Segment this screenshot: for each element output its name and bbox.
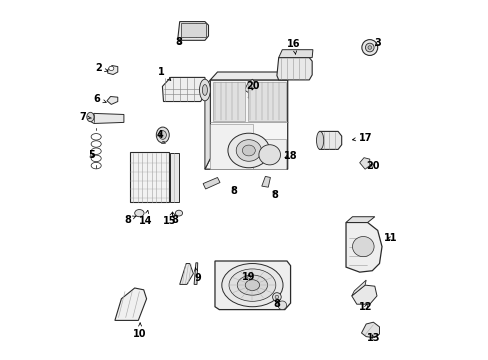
Text: 8: 8 [124, 215, 136, 225]
Ellipse shape [202, 85, 207, 95]
Ellipse shape [352, 237, 373, 257]
Text: 19: 19 [242, 272, 255, 282]
Text: 11: 11 [383, 233, 396, 243]
Bar [130, 152, 168, 202]
Ellipse shape [275, 295, 278, 299]
Ellipse shape [199, 79, 210, 101]
Polygon shape [361, 322, 379, 338]
Text: 8: 8 [273, 299, 280, 309]
Ellipse shape [367, 46, 371, 49]
Text: 17: 17 [352, 132, 372, 143]
Bar [212, 82, 244, 121]
Text: 8: 8 [230, 186, 237, 196]
Ellipse shape [108, 66, 114, 71]
Polygon shape [178, 22, 208, 40]
Polygon shape [179, 264, 193, 284]
Polygon shape [194, 263, 197, 284]
Polygon shape [204, 80, 287, 169]
Polygon shape [89, 113, 123, 123]
Text: 7: 7 [79, 112, 91, 122]
Polygon shape [169, 153, 179, 202]
Text: 14: 14 [139, 210, 152, 226]
Text: 3: 3 [373, 38, 380, 48]
Polygon shape [278, 50, 312, 58]
Ellipse shape [244, 280, 259, 291]
Ellipse shape [316, 131, 323, 149]
Text: 20: 20 [246, 81, 260, 91]
Ellipse shape [159, 131, 166, 139]
Ellipse shape [87, 112, 94, 122]
Ellipse shape [236, 140, 261, 161]
Text: 18: 18 [283, 150, 297, 161]
Ellipse shape [277, 301, 286, 310]
Polygon shape [115, 288, 146, 320]
Polygon shape [162, 77, 206, 102]
Polygon shape [346, 222, 381, 272]
Polygon shape [351, 285, 376, 304]
Text: 8: 8 [175, 37, 182, 48]
Polygon shape [261, 176, 270, 187]
Polygon shape [276, 58, 311, 80]
Polygon shape [244, 79, 256, 94]
Ellipse shape [272, 293, 281, 301]
Text: 5: 5 [88, 150, 95, 160]
Polygon shape [107, 96, 118, 104]
Text: 8: 8 [271, 190, 278, 200]
Polygon shape [215, 261, 290, 310]
Polygon shape [210, 72, 294, 80]
Ellipse shape [222, 264, 283, 307]
Ellipse shape [228, 269, 275, 301]
Ellipse shape [227, 133, 269, 168]
Polygon shape [204, 80, 210, 169]
Ellipse shape [258, 145, 280, 165]
Polygon shape [351, 280, 366, 296]
Ellipse shape [365, 43, 373, 52]
Ellipse shape [242, 145, 255, 156]
Ellipse shape [361, 40, 377, 55]
Text: 6: 6 [93, 94, 106, 104]
Polygon shape [359, 158, 369, 169]
Ellipse shape [156, 127, 169, 143]
Polygon shape [107, 66, 118, 75]
Ellipse shape [134, 210, 144, 217]
Text: 16: 16 [287, 39, 300, 54]
Text: 15: 15 [163, 212, 176, 226]
Text: 12: 12 [359, 302, 372, 312]
Polygon shape [318, 131, 341, 149]
Text: 1: 1 [158, 67, 170, 80]
Bar [210, 124, 252, 169]
Bar [253, 139, 285, 169]
Text: 4: 4 [156, 130, 163, 140]
Text: 13: 13 [366, 333, 379, 343]
Bar [247, 82, 285, 121]
Text: 9: 9 [194, 267, 201, 283]
Text: 2: 2 [95, 63, 108, 73]
Text: 8: 8 [171, 212, 178, 225]
Text: 20: 20 [366, 161, 379, 171]
Polygon shape [346, 217, 374, 222]
Ellipse shape [175, 210, 182, 216]
Polygon shape [203, 177, 220, 189]
Bar [181, 23, 205, 37]
Ellipse shape [237, 275, 267, 295]
Text: 10: 10 [133, 323, 146, 339]
